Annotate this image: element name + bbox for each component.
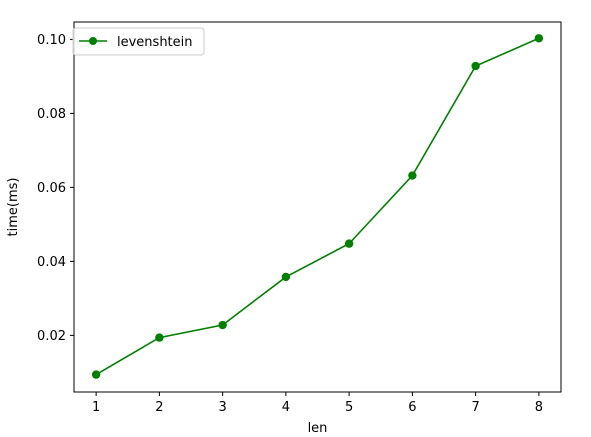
legend-box (72, 27, 205, 56)
data-point (534, 34, 544, 43)
data-point (218, 320, 227, 330)
x-tick-label: 7 (471, 400, 479, 415)
x-tick-label: 5 (345, 400, 353, 415)
data-point (344, 239, 354, 248)
data-point (408, 171, 417, 180)
data-point (471, 61, 480, 71)
series-line-levenshtein (95, 37, 540, 376)
x-tick-label: 4 (282, 400, 290, 415)
series-layer (91, 34, 544, 379)
y-tick-label: 0.02 (37, 329, 66, 344)
x-tick-label: 1 (92, 400, 100, 415)
x-tick-label: 3 (218, 400, 226, 415)
x-tick-label: 2 (155, 400, 163, 415)
x-axis-ticks: 1 2 3 4 5 6 7 8 (92, 392, 543, 415)
x-axis-label: len (308, 421, 328, 436)
x-tick-label: 6 (408, 400, 416, 415)
y-axis-ticks: 0.02 0.04 0.06 0.08 0.10 (37, 33, 74, 344)
y-axis-label: time(ms) (6, 178, 21, 237)
y-tick-label: 0.06 (37, 181, 66, 196)
x-tick-label: 8 (535, 400, 543, 415)
y-tick-label: 0.08 (37, 107, 66, 122)
y-tick-label: 0.04 (37, 255, 66, 270)
data-point (281, 272, 291, 282)
legend-series-marker (89, 37, 97, 45)
axes-frame (73, 21, 562, 393)
data-point (91, 370, 101, 379)
legend-entry-levenshtein: levenshtein (117, 35, 193, 50)
y-tick-label: 0.10 (37, 33, 66, 48)
data-point (155, 333, 164, 342)
legend: levenshtein (72, 27, 205, 56)
